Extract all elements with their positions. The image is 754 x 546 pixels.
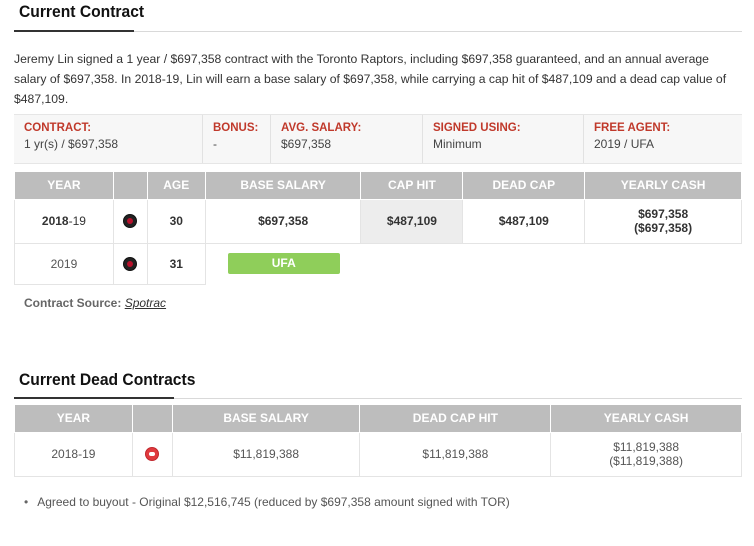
table-row: 2018-19 $11,819,388 $11,819,388 $11,819,… — [14, 431, 742, 477]
free-agent-info: FREE AGENT: 2019 / UFA — [583, 115, 742, 163]
header-base-salary: BASE SALARY — [204, 172, 362, 200]
contract-table: YEAR AGE BASE SALARY CAP HIT DEAD CAP YE… — [14, 172, 742, 285]
base-salary-cell: $697,358 — [204, 198, 362, 244]
header-yearly-cash: YEARLY CASH — [550, 405, 742, 433]
spotrac-link[interactable]: Spotrac — [124, 296, 167, 310]
header-age: AGE — [146, 172, 206, 200]
team-cell — [112, 242, 148, 285]
header-base-salary: BASE SALARY — [171, 405, 361, 433]
status-cell: UFA — [204, 243, 742, 284]
contract-source: Contract Source: Spotrac — [24, 296, 166, 310]
current-contract-title: Current Contract — [19, 2, 145, 21]
hawks-logo-icon — [145, 447, 160, 462]
contract-table-header: YEAR AGE BASE SALARY CAP HIT DEAD CAP YE… — [14, 172, 742, 200]
dead-cap-hit-cell: $11,819,388 — [359, 431, 552, 477]
yearly-cash-cell: $11,819,388 ($11,819,388) — [550, 431, 742, 477]
bonus-value: - — [213, 137, 217, 151]
yearly-cash-value: $11,819,388 — [613, 440, 680, 454]
note-item: Agreed to buyout - Original $12,516,745 … — [24, 495, 510, 509]
contract-info: CONTRACT: 1 yr(s) / $697,358 — [14, 115, 204, 163]
contract-summary: Jeremy Lin signed a 1 year / $697,358 co… — [14, 52, 727, 106]
dead-contracts-table: YEAR BASE SALARY DEAD CAP HIT YEARLY CAS… — [14, 405, 742, 477]
base-salary-cell: $11,819,388 — [171, 431, 361, 477]
header-dead-cap-hit: DEAD CAP HIT — [359, 405, 552, 433]
title-underline — [14, 30, 134, 32]
cap-hit-cell: $487,109 — [360, 198, 464, 244]
free-agent-value: 2019 / UFA — [594, 137, 655, 151]
year-start: 2018 — [41, 214, 69, 228]
signed-using-label: SIGNED USING: — [433, 122, 521, 134]
year-end: -19 — [68, 214, 86, 228]
age-cell: 31 — [146, 242, 206, 285]
title-underline — [14, 397, 174, 399]
header-year: YEAR — [14, 405, 133, 433]
free-agent-label: FREE AGENT: — [594, 122, 671, 134]
year-cell: 2018-19 — [14, 431, 133, 477]
yearly-cash-cumulative: ($697,358) — [634, 221, 693, 235]
header-team — [112, 172, 148, 200]
bonus-info: BONUS: - — [202, 115, 282, 163]
dead-cap-cell: $487,109 — [462, 198, 586, 244]
contract-source-label: Contract Source: — [24, 296, 122, 310]
contract-value: 1 yr(s) / $697,358 — [24, 137, 119, 151]
signed-using-info: SIGNED USING: Minimum — [422, 115, 584, 163]
header-yearly-cash: YEARLY CASH — [584, 172, 742, 200]
header-team — [131, 405, 173, 433]
raptors-logo-icon — [123, 256, 138, 271]
header-year: YEAR — [14, 172, 114, 200]
header-dead-cap: DEAD CAP — [462, 172, 586, 200]
team-cell — [112, 198, 148, 244]
yearly-cash-cumulative: ($11,819,388) — [609, 454, 684, 468]
contract-label: CONTRACT: — [24, 122, 92, 134]
yearly-cash-value: $697,358 — [638, 207, 689, 221]
dead-contract-notes: Agreed to buyout - Original $12,516,745 … — [24, 495, 510, 509]
title-divider — [14, 31, 742, 32]
yearly-cash-cell: $697,358 ($697,358) — [584, 198, 742, 244]
avg-salary-value: $697,358 — [281, 137, 332, 151]
table-row: 2018-19 30 $697,358 $487,109 $487,109 $6… — [14, 198, 742, 244]
avg-salary-info: AVG. SALARY: $697,358 — [270, 115, 422, 163]
dead-contracts-header: YEAR BASE SALARY DEAD CAP HIT YEARLY CAS… — [14, 405, 742, 433]
team-cell — [131, 431, 173, 477]
dead-contracts-title: Current Dead Contracts — [19, 370, 196, 389]
header-cap-hit: CAP HIT — [360, 172, 464, 200]
contract-info-strip: CONTRACT: 1 yr(s) / $697,358 BONUS: - AV… — [14, 114, 742, 164]
year-cell: 2019 — [14, 242, 114, 285]
bonus-label: BONUS: — [213, 122, 259, 134]
table-row: 2019 31 UFA — [14, 242, 742, 285]
year-cell: 2018-19 — [14, 198, 114, 244]
age-cell: 30 — [146, 198, 206, 244]
ufa-badge: UFA — [227, 253, 340, 275]
title-divider — [14, 398, 742, 399]
avg-salary-label: AVG. SALARY: — [281, 122, 362, 134]
raptors-logo-icon — [123, 214, 138, 229]
signed-using-value: Minimum — [433, 137, 482, 151]
